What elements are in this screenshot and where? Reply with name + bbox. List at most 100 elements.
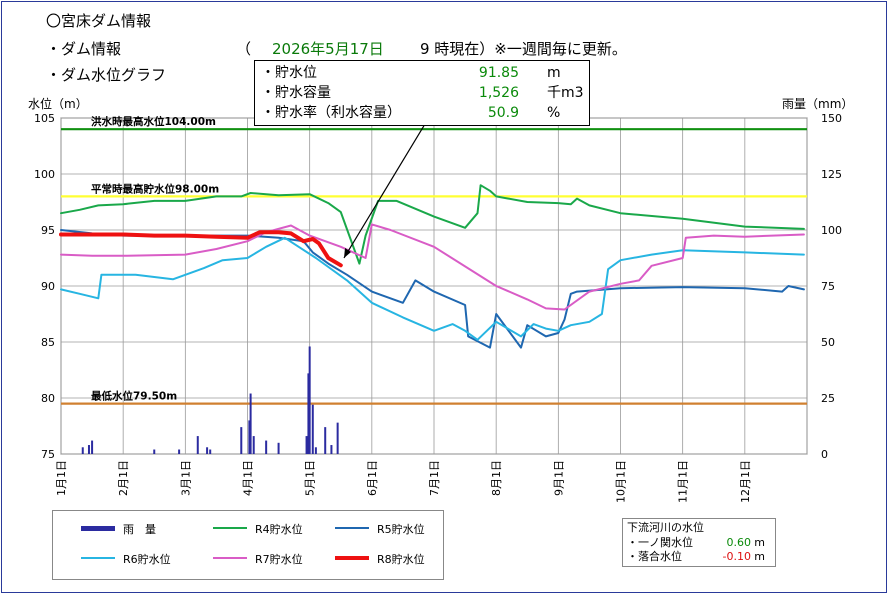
rain-bar xyxy=(305,436,308,454)
update-time-note: 9 時現在）※一週間毎に更新。 xyxy=(420,40,627,58)
y2-tick-label: 50 xyxy=(821,336,835,349)
river-unit: m xyxy=(754,550,765,563)
callout-arrow xyxy=(343,123,426,259)
y2-tick-label: 75 xyxy=(821,280,835,293)
river-row-ochiai: ・落合水位 -0.10 m xyxy=(627,550,773,564)
callout-label: ・貯水位 xyxy=(261,65,317,81)
x-tick-label: 11月1日 xyxy=(677,460,690,503)
legend-label: R8貯水位 xyxy=(377,553,425,566)
y-tick-label: 95 xyxy=(41,224,55,237)
callout-row-level: ・貯水位 91.85 m xyxy=(261,63,585,83)
reference-label: 平常時最高貯水位98.00m xyxy=(91,182,219,195)
rain-bar xyxy=(265,440,268,454)
river-value: -0.10 xyxy=(722,550,751,563)
storage-callout: ・貯水位 91.85 m ・貯水容量 1,526 千m3 ・貯水率（利水容量） … xyxy=(254,60,590,126)
y-tick-label: 100 xyxy=(34,168,55,181)
reference-lines: 洪水時最高水位104.00m 平常時最高貯水位98.00m 最低水位79.50m xyxy=(61,115,807,405)
y-tick-label: 75 xyxy=(41,448,55,461)
rain-bar xyxy=(240,427,243,454)
legend-swatch xyxy=(335,556,369,560)
x-tick-label: 10月1日 xyxy=(615,460,628,503)
reference-label: 最低水位79.50m xyxy=(91,390,177,403)
date-paren-open: （ xyxy=(236,40,252,58)
callout-unit: % xyxy=(547,105,561,121)
graph-heading: ・ダム水位グラフ xyxy=(46,66,167,84)
axes: 105 100 95 90 85 80 75 150 125 100 75 50 25 0 1月1日 2月1日… xyxy=(34,112,842,503)
series-line xyxy=(60,236,805,341)
x-tick-label: 4月1日 xyxy=(242,460,255,496)
y-tick-label: 90 xyxy=(41,280,55,293)
y2-tick-label: 100 xyxy=(821,224,842,237)
river-value: 0.60 xyxy=(726,536,752,549)
legend-swatch xyxy=(213,527,247,529)
series-line xyxy=(60,223,805,311)
callout-arrowhead xyxy=(344,248,351,258)
rain-bar xyxy=(196,436,199,454)
rain-bar xyxy=(336,422,339,454)
callout-row-rate: ・貯水率（利水容量） 50.9 % xyxy=(261,103,585,123)
rain-bar xyxy=(307,373,310,454)
river-title: 下流河川の水位 xyxy=(627,521,704,534)
y2-tick-label: 150 xyxy=(821,112,842,125)
x-tick-label: 6月1日 xyxy=(366,460,379,496)
rain-bar xyxy=(178,449,181,454)
series-line xyxy=(60,184,805,265)
x-tick-label: 3月1日 xyxy=(179,460,192,496)
legend-label: R4貯水位 xyxy=(255,523,303,536)
river-unit: m xyxy=(754,536,765,549)
series-lines xyxy=(59,184,805,349)
y2-axis-label: 雨量（mm） xyxy=(782,97,853,111)
rain-bar xyxy=(91,440,94,454)
rain-bars xyxy=(81,346,339,454)
y2-tick-label: 125 xyxy=(821,168,842,181)
dam-info-heading: ・ダム情報 xyxy=(46,40,122,58)
river-label: ・一ノ関水位 xyxy=(627,536,693,549)
rain-bar xyxy=(153,449,156,454)
y-axis-label: 水位（m） xyxy=(28,96,88,111)
downstream-river-box: 下流河川の水位 ・一ノ関水位 0.60 m ・落合水位 -0.10 m xyxy=(622,518,776,567)
rain-bar xyxy=(248,420,251,454)
callout-value: 50.9 xyxy=(487,105,519,121)
x-tick-label: 12月1日 xyxy=(739,460,752,503)
update-date: 2026年5月17日 xyxy=(272,40,384,58)
rain-bar xyxy=(206,447,209,454)
legend-label: 雨 量 xyxy=(123,523,156,536)
river-row-ichinoseki: ・一ノ関水位 0.60 m xyxy=(627,536,773,550)
callout-unit: m xyxy=(547,65,561,81)
rain-bar xyxy=(277,442,280,454)
y2-tick-label: 0 xyxy=(821,448,828,461)
callout-unit: 千m3 xyxy=(547,85,584,101)
legend-label: R7貯水位 xyxy=(255,553,303,566)
callout-value: 1,526 xyxy=(478,85,519,101)
x-tick-label: 9月1日 xyxy=(552,460,565,496)
legend-swatch xyxy=(81,557,115,559)
legend-label: R6貯水位 xyxy=(123,553,171,566)
x-tick-label: 1月1日 xyxy=(55,460,68,496)
river-label: ・落合水位 xyxy=(627,550,682,563)
x-tick-label: 7月1日 xyxy=(428,460,441,496)
rain-bar xyxy=(324,427,327,454)
legend-swatch xyxy=(335,527,369,529)
legend-swatch xyxy=(213,557,247,559)
page-title: 〇宮床ダム情報 xyxy=(46,12,152,30)
series-line xyxy=(59,230,343,268)
chart-legend: 雨 量 R4貯水位 R5貯水位 R6貯水位 R7貯水位 R8貯水位 xyxy=(52,510,444,580)
legend-label: R5貯水位 xyxy=(377,523,425,536)
legend-swatch xyxy=(81,526,115,531)
x-tick-label: 2月1日 xyxy=(117,460,130,496)
rain-bar xyxy=(308,346,311,454)
rain-bar xyxy=(252,436,255,454)
callout-value: 91.85 xyxy=(478,65,519,81)
callout-label: ・貯水率（利水容量） xyxy=(261,105,401,121)
y2-tick-label: 25 xyxy=(821,392,835,405)
x-tick-label: 5月1日 xyxy=(304,460,317,496)
rain-bar xyxy=(311,404,314,454)
rain-bar xyxy=(81,447,84,454)
x-tick-label: 8月1日 xyxy=(490,460,503,496)
y-tick-label: 85 xyxy=(41,336,55,349)
rain-bar xyxy=(314,447,317,454)
rain-bar xyxy=(249,393,252,454)
callout-label: ・貯水容量 xyxy=(261,85,331,101)
